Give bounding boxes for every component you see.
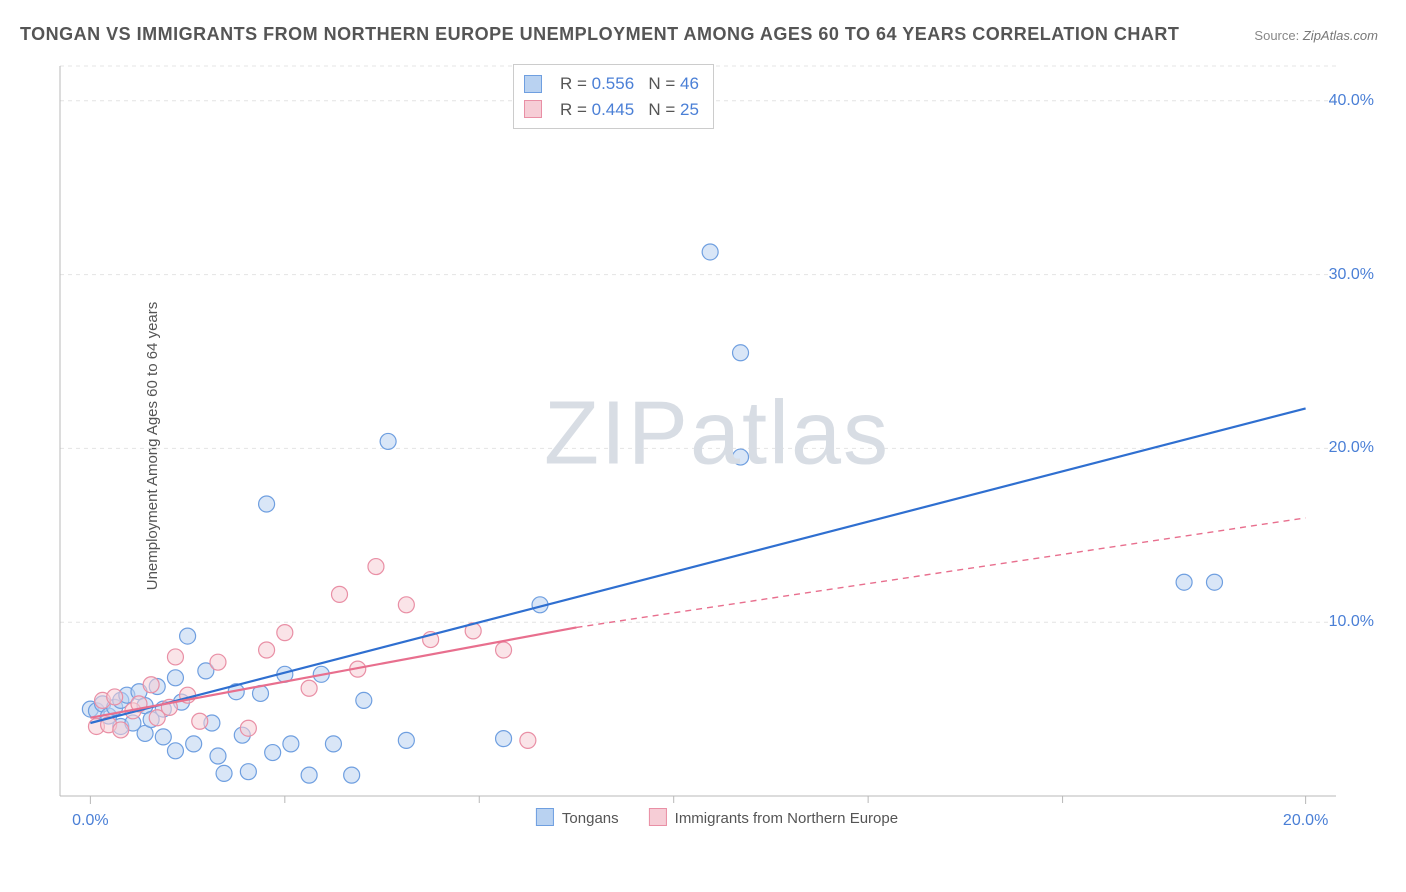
legend-swatch [649, 808, 667, 826]
chart-title: TONGAN VS IMMIGRANTS FROM NORTHERN EUROP… [20, 24, 1179, 45]
correlation-row: R = 0.445 N = 25 [524, 97, 699, 123]
source-attribution: Source: ZipAtlas.com [1254, 28, 1378, 43]
legend-label: Tongans [562, 810, 619, 827]
legend-swatch [536, 808, 554, 826]
correlation-row: R = 0.556 N = 46 [524, 71, 699, 97]
legend-item: Tongans [536, 808, 619, 827]
source-value: ZipAtlas.com [1303, 28, 1378, 43]
y-tick-label: 30.0% [1329, 266, 1374, 284]
y-tick-label: 10.0% [1329, 613, 1374, 631]
correlation-text: R = 0.445 N = 25 [560, 97, 699, 123]
chart-plot-area: ZIPatlas R = 0.556 N = 46R = 0.445 N = 2… [52, 60, 1382, 840]
x-tick-label: 0.0% [72, 812, 108, 830]
legend-label: Immigrants from Northern Europe [675, 810, 898, 827]
chart-svg [52, 60, 1382, 840]
y-tick-label: 20.0% [1329, 439, 1374, 457]
source-label: Source: [1254, 28, 1299, 43]
legend-item: Immigrants from Northern Europe [649, 808, 898, 827]
x-tick-label: 20.0% [1283, 812, 1328, 830]
series-legend: Tongans Immigrants from Northern Europe [536, 808, 898, 827]
correlation-text: R = 0.556 N = 46 [560, 71, 699, 97]
legend-swatch [524, 75, 542, 93]
correlation-legend: R = 0.556 N = 46R = 0.445 N = 25 [513, 64, 714, 129]
legend-swatch [524, 100, 542, 118]
y-tick-label: 40.0% [1329, 92, 1374, 110]
